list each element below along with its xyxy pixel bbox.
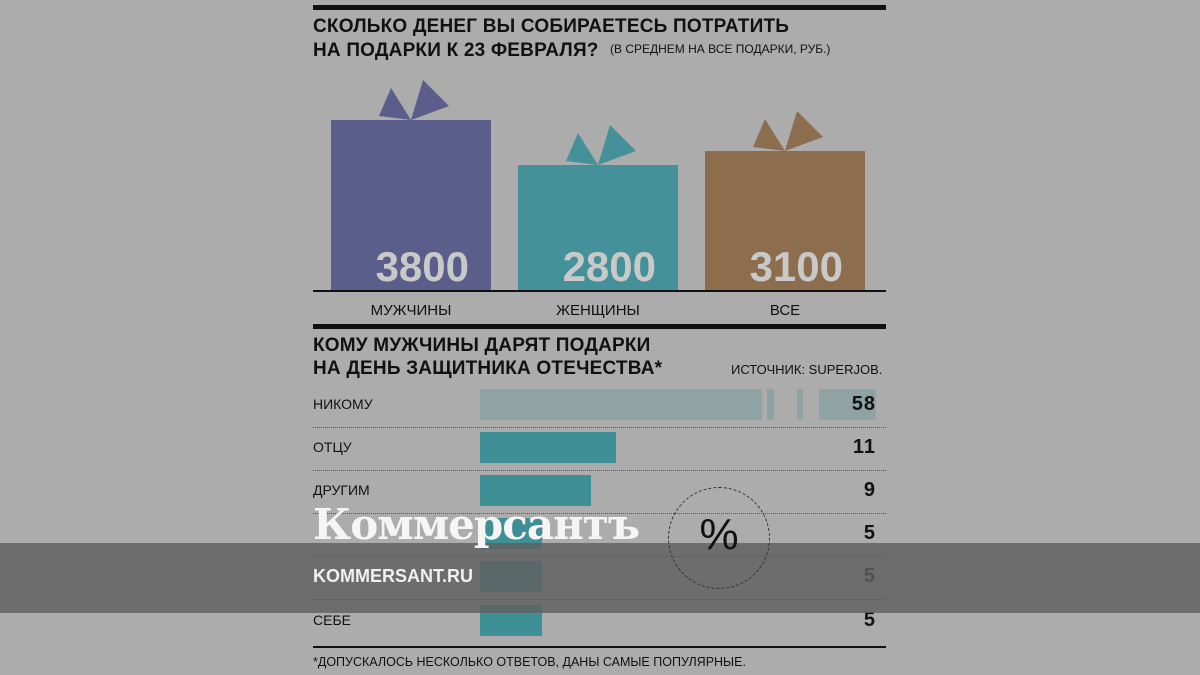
gift-bow-icon: [566, 125, 636, 165]
row-label: ДРУГИМ: [313, 482, 370, 498]
gift-category-label: ЖЕНЩИНЫ: [556, 302, 640, 319]
row-value: 5: [863, 609, 876, 631]
top-rule: [313, 5, 886, 10]
row-label: СЕБЕ: [313, 612, 351, 628]
bar: [480, 432, 616, 463]
row-separator: [313, 427, 886, 428]
bar-segment: [767, 389, 774, 420]
gift-category-label: МУЖЧИНЫ: [370, 302, 452, 319]
row-label: НИКОМУ: [313, 396, 373, 412]
chart1-title-line1: СКОЛЬКО ДЕНЕГ ВЫ СОБИРАЕТЕСЬ ПОТРАТИТЬ: [313, 16, 790, 37]
gift-box-1: 3800: [331, 80, 491, 290]
chart2-title-line2: НА ДЕНЬ ЗАЩИТНИКА ОТЕЧЕСТВА*: [313, 358, 663, 379]
gift-box-2: 2800: [518, 125, 678, 290]
row-label: ОТЦУ: [313, 439, 352, 455]
bar-segment: [819, 389, 876, 420]
row-value: 9: [863, 479, 876, 501]
watermark-percent-circle: [668, 487, 770, 589]
row-value: 11: [852, 436, 876, 458]
gift-bow-icon: [379, 80, 449, 120]
chart2-title-line1: КОМУ МУЖЧИНЫ ДАРЯТ ПОДАРКИ: [313, 335, 651, 356]
watermark-url: KOMMERSANT.RU: [313, 566, 473, 586]
gift-bow-icon: [753, 111, 823, 151]
gift-value-label: 3800: [376, 243, 469, 290]
gift-bar: [518, 165, 678, 290]
infographic: СКОЛЬКО ДЕНЕГ ВЫ СОБИРАЕТЕСЬ ПОТРАТИТЬ Н…: [313, 0, 886, 675]
gift-bar: [705, 151, 865, 290]
row-value: 5: [863, 522, 876, 544]
gift-category-label: ВСЕ: [769, 302, 801, 319]
gift-value-label: 3100: [750, 243, 843, 290]
bottom-rule: [313, 646, 886, 648]
row-separator: [313, 513, 886, 514]
gift-bar-chart: 3800 2800 3100: [331, 80, 865, 290]
gift-box-3: 3100: [705, 111, 865, 290]
watermark-percent-symbol: %: [699, 510, 739, 559]
watermark-band: [0, 543, 1200, 613]
row-value: 58: [851, 393, 876, 415]
bar-segment: [797, 389, 803, 420]
watermark-logo: Коммерсантъ: [313, 500, 640, 549]
footnote: *ДОПУСКАЛОСЬ НЕСКОЛЬКО ОТВЕТОВ, ДАНЫ САМ…: [313, 655, 746, 669]
chart1-subtitle: (В СРЕДНЕМ НА ВСЕ ПОДАРКИ, РУБ.): [610, 42, 831, 56]
bar-segment: [480, 389, 762, 420]
chart2-source: ИСТОЧНИК: SUPERJOB.: [731, 362, 883, 377]
bar: [480, 475, 591, 506]
chart1-title-line2: НА ПОДАРКИ К 23 ФЕВРАЛЯ?: [313, 40, 599, 61]
gift-value-label: 2800: [563, 243, 656, 290]
section-rule: [313, 324, 886, 329]
row-separator: [313, 470, 886, 471]
gift-bar: [331, 120, 491, 290]
gift-baseline: [313, 290, 886, 292]
